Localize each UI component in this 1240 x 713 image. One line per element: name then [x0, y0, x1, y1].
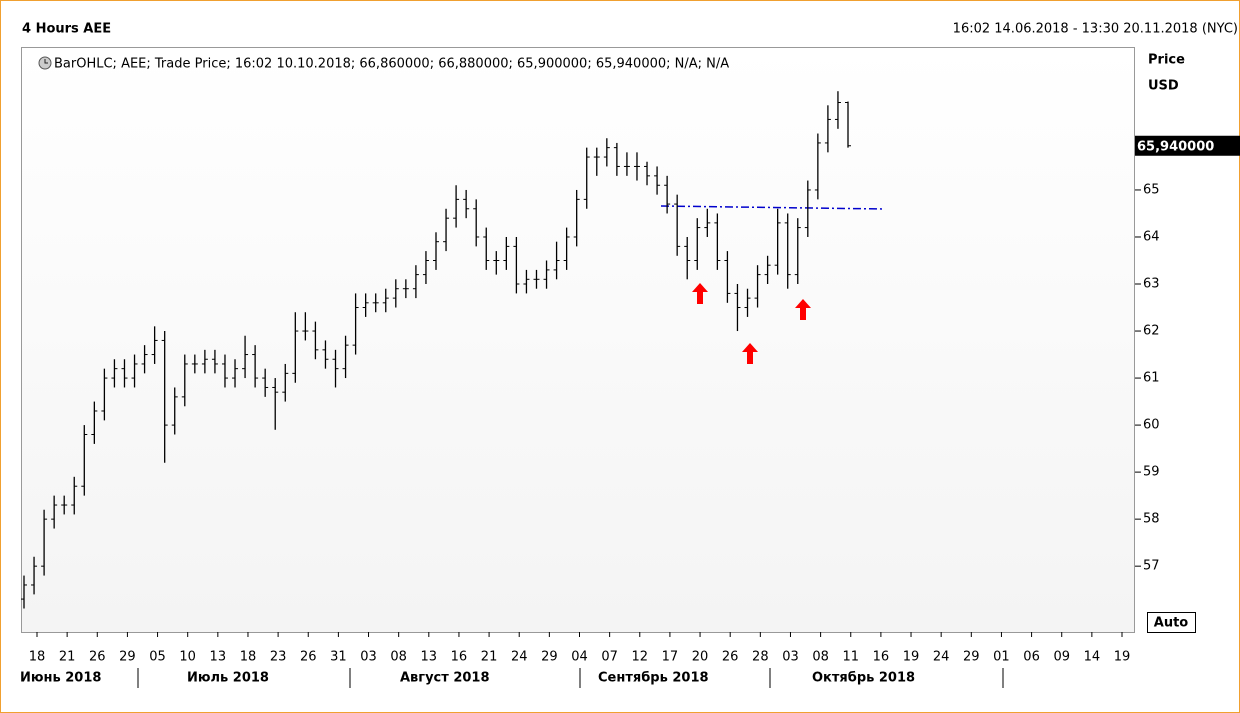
neckline: [660, 205, 886, 210]
y-tick-label: 62: [1143, 324, 1160, 339]
y-tick-label: 59: [1143, 465, 1160, 480]
x-tick-label: 04: [571, 650, 588, 665]
x-tick-label: 17: [662, 650, 679, 665]
x-tick-label: 24: [933, 650, 950, 665]
x-tick-label: 21: [59, 650, 76, 665]
x-tick-label: 23: [270, 650, 287, 665]
x-tick-label: 10: [179, 650, 196, 665]
x-tick-label: 16: [451, 650, 468, 665]
month-label: Июнь 2018: [20, 671, 101, 686]
legend-icon-hand: [44, 59, 48, 64]
x-tick-label: 07: [601, 650, 618, 665]
date-range: 16:02 14.06.2018 - 13:30 20.11.2018 (NYC…: [953, 22, 1238, 37]
x-tick-label: 18: [29, 650, 46, 665]
x-tick-label: 26: [300, 650, 317, 665]
axis-title: Price: [1148, 53, 1185, 68]
x-tick-label: 26: [89, 650, 106, 665]
x-tick-label: 26: [722, 650, 739, 665]
x-tick-label: 13: [210, 650, 227, 665]
month-label: Июль 2018: [187, 671, 269, 686]
y-tick-label: 61: [1143, 371, 1160, 386]
month-label: Сентябрь 2018: [598, 671, 709, 686]
x-tick-label: 11: [842, 650, 859, 665]
x-tick-label: 08: [390, 650, 407, 665]
y-tick-label: 60: [1143, 418, 1160, 433]
x-tick-label: 14: [1084, 650, 1101, 665]
chart-title: 4 Hours AEE: [22, 22, 111, 37]
x-tick-label: 03: [782, 650, 799, 665]
x-tick-label: 20: [692, 650, 709, 665]
plot-area: [21, 47, 1135, 633]
arrow: [692, 283, 708, 304]
x-tick-label: 31: [330, 650, 347, 665]
x-tick-label: 21: [481, 650, 498, 665]
x-tick-label: 29: [119, 650, 136, 665]
last-price-box: [1135, 135, 1240, 156]
y-tick-label: 64: [1143, 229, 1160, 244]
x-tick-label: 29: [963, 650, 980, 665]
y-tick-label: 57: [1143, 559, 1160, 574]
x-tick-label: 24: [511, 650, 528, 665]
axis-unit: USD: [1148, 79, 1179, 94]
month-label: Октябрь 2018: [812, 671, 915, 686]
y-tick-label: 63: [1143, 277, 1160, 292]
x-tick-label: 06: [1023, 650, 1040, 665]
last-price-label: 65,940000: [1137, 139, 1214, 154]
legend: BarOHLC; AEE; Trade Price; 16:02 10.10.2…: [54, 57, 729, 72]
x-tick-label: 08: [812, 650, 829, 665]
x-tick-label: 16: [873, 650, 890, 665]
arrow: [742, 343, 758, 364]
x-tick-label: 05: [149, 650, 166, 665]
x-tick-label: 18: [240, 650, 257, 665]
x-tick-label: 01: [993, 650, 1010, 665]
scale-mode-box[interactable]: [1147, 612, 1196, 633]
scale-mode[interactable]: Auto: [1154, 616, 1189, 631]
x-tick-label: 03: [360, 650, 377, 665]
x-tick-label: 19: [903, 650, 920, 665]
x-tick-label: 28: [752, 650, 769, 665]
month-label: Август 2018: [400, 671, 490, 686]
y-tick-label: 65: [1143, 182, 1160, 197]
x-tick-label: 09: [1053, 650, 1070, 665]
x-tick-label: 29: [541, 650, 558, 665]
y-tick-label: 58: [1143, 512, 1160, 527]
x-tick-label: 19: [1114, 650, 1131, 665]
arrow: [795, 299, 811, 320]
x-tick-label: 12: [632, 650, 649, 665]
x-tick-label: 13: [421, 650, 438, 665]
